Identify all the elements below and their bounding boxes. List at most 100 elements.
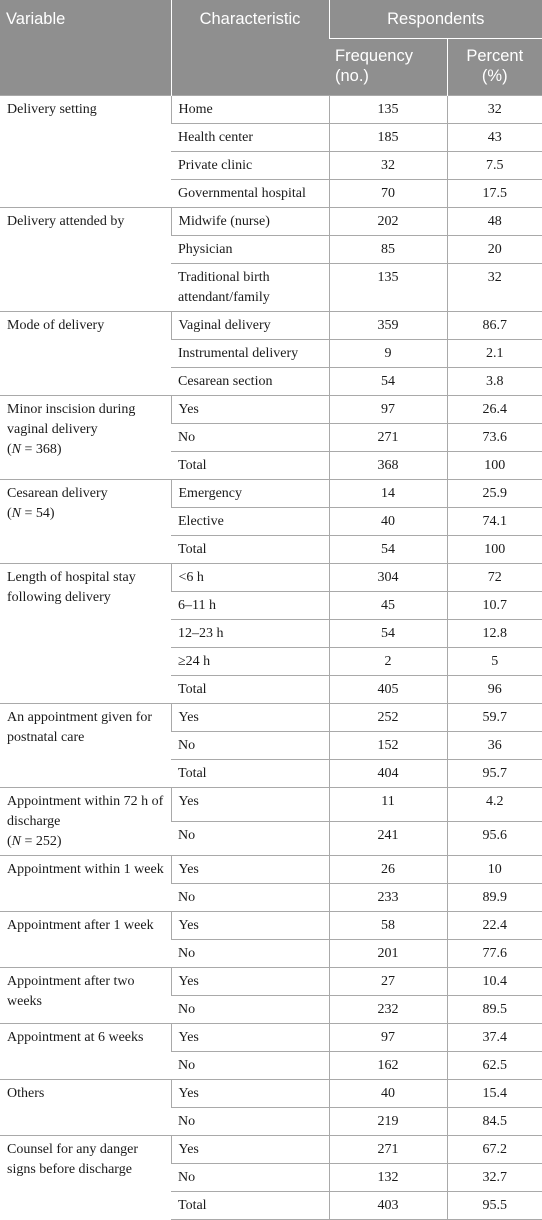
characteristic-cell: Total xyxy=(171,1191,329,1220)
variable-label: Others xyxy=(7,1086,45,1101)
table-row: Others Yes 40 15.4 xyxy=(0,1079,542,1136)
frequency-cell: 2 xyxy=(328,647,447,676)
table-row: Length of hospital stay following delive… xyxy=(0,563,542,704)
frequency-cell: 162 xyxy=(328,1051,447,1080)
frequency-cell: 271 xyxy=(328,423,447,452)
percent-cell: 37.4 xyxy=(446,1023,542,1052)
percent-cell: 100 xyxy=(446,451,542,480)
characteristic-cell: Yes xyxy=(170,855,329,884)
table-row: 6–11 h 45 10.7 xyxy=(0,591,542,620)
table-row: No 271 73.6 xyxy=(0,423,542,452)
characteristic-cell: No xyxy=(171,883,329,912)
percent-cell: 5 xyxy=(446,647,542,676)
frequency-cell: 54 xyxy=(328,535,447,564)
frequency-cell: 359 xyxy=(328,311,447,340)
variable-label: Cesarean delivery xyxy=(7,486,108,501)
percent-cell: 22.4 xyxy=(446,911,542,940)
frequency-cell: 241 xyxy=(328,821,447,856)
percent-cell: 100 xyxy=(446,535,542,564)
frequency-cell: 14 xyxy=(328,479,447,508)
variable-label: Appointment within 1 week xyxy=(7,862,164,877)
table-row: 12–23 h 54 12.8 xyxy=(0,619,542,648)
table-row: Counsel for any danger signs before disc… xyxy=(0,1135,542,1220)
table-row: Total 405 96 xyxy=(0,675,542,704)
variable-label: Counsel for any danger signs before disc… xyxy=(7,1142,139,1177)
characteristic-cell: Private clinic xyxy=(171,151,329,180)
variable-cell: Minor inscision during vaginal delivery (… xyxy=(0,395,171,480)
percent-cell: 10.7 xyxy=(446,591,542,620)
percent-cell: 77.6 xyxy=(446,939,542,968)
frequency-cell: 202 xyxy=(328,207,447,236)
table-row: Delivery attended by Midwife (nurse) 202 48 xyxy=(0,207,542,312)
percent-cell: 89.5 xyxy=(446,995,542,1024)
percent-cell: 96 xyxy=(446,675,542,704)
characteristic-cell: Yes xyxy=(170,1023,329,1052)
characteristic-cell: Yes xyxy=(170,967,329,996)
table-row: Traditional birth attendant/family 135 32 xyxy=(0,263,542,312)
frequency-cell: 405 xyxy=(328,675,447,704)
percent-cell: 62.5 xyxy=(446,1051,542,1080)
characteristic-cell: Cesarean section xyxy=(171,367,329,396)
percent-cell: 10.4 xyxy=(446,967,542,996)
table-row: No 233 89.9 xyxy=(0,883,542,912)
frequency-cell: 26 xyxy=(328,855,447,884)
percent-cell: 72 xyxy=(446,563,542,592)
table-row: Health center 185 43 xyxy=(0,123,542,152)
frequency-cell: 58 xyxy=(328,911,447,940)
percent-cell: 4.2 xyxy=(446,787,542,822)
frequency-cell: 85 xyxy=(328,235,447,264)
table-row: Mode of delivery Vaginal delivery 359 86.7 xyxy=(0,311,542,396)
percent-cell: 86.7 xyxy=(446,311,542,340)
characteristic-cell: No xyxy=(171,939,329,968)
characteristic-cell: Emergency xyxy=(170,479,329,508)
table-row: Instrumental delivery 9 2.1 xyxy=(0,339,542,368)
variable-label: Appointment after 1 week xyxy=(7,918,154,933)
percent-cell: 32.7 xyxy=(446,1163,542,1192)
characteristic-cell: Midwife (nurse) xyxy=(170,207,329,236)
variable-label: Delivery setting xyxy=(7,102,97,117)
percent-cell: 7.5 xyxy=(446,151,542,180)
characteristic-cell: <6 h xyxy=(170,563,329,592)
variable-cell: Cesarean delivery (N = 54) xyxy=(0,479,171,564)
percent-cell: 67.2 xyxy=(446,1135,542,1164)
percent-cell: 89.9 xyxy=(446,883,542,912)
variable-label: Minor inscision during vaginal delivery xyxy=(7,402,136,437)
frequency-cell: 9 xyxy=(328,339,447,368)
characteristic-cell: No xyxy=(171,1107,329,1136)
percent-cell: 26.4 xyxy=(446,395,542,424)
percent-cell: 74.1 xyxy=(446,507,542,536)
characteristic-cell: No xyxy=(171,1163,329,1192)
table-row: Appointment within 1 week Yes 26 10 xyxy=(0,855,542,912)
characteristic-cell: Yes xyxy=(170,1079,329,1108)
table-row: Governmental hospital 70 17.5 xyxy=(0,179,542,208)
sample-size-value: 368 xyxy=(35,442,57,457)
characteristic-cell: Yes xyxy=(170,787,329,822)
frequency-cell: 403 xyxy=(328,1191,447,1220)
frequency-cell: 54 xyxy=(328,367,447,396)
table-body: Delivery setting Home 135 32 Health center 18… xyxy=(0,95,542,1220)
characteristic-cell: Elective xyxy=(171,507,329,536)
table-row: No 152 36 xyxy=(0,731,542,760)
table-row: No 232 89.5 xyxy=(0,995,542,1024)
percent-cell: 59.7 xyxy=(446,703,542,732)
characteristic-cell: No xyxy=(171,1051,329,1080)
characteristic-cell: Yes xyxy=(170,911,329,940)
variable-cell: Appointment after two weeks xyxy=(0,967,171,1024)
characteristic-cell: 12–23 h xyxy=(171,619,329,648)
sample-size-value: 252 xyxy=(35,834,57,849)
percent-cell: 3.8 xyxy=(446,367,542,396)
frequency-cell: 135 xyxy=(328,263,447,312)
frequency-cell: 271 xyxy=(328,1135,447,1164)
frequency-cell: 11 xyxy=(328,787,447,822)
sample-size-value: 54 xyxy=(35,506,50,521)
header-frequency: Frequency (no.) xyxy=(329,38,447,96)
percent-cell: 17.5 xyxy=(446,179,542,208)
percent-cell: 12.8 xyxy=(446,619,542,648)
characteristic-cell: Physician xyxy=(171,235,329,264)
frequency-cell: 201 xyxy=(328,939,447,968)
percent-cell: 84.5 xyxy=(446,1107,542,1136)
characteristic-cell: 6–11 h xyxy=(171,591,329,620)
table-row: Total 54 100 xyxy=(0,535,542,564)
